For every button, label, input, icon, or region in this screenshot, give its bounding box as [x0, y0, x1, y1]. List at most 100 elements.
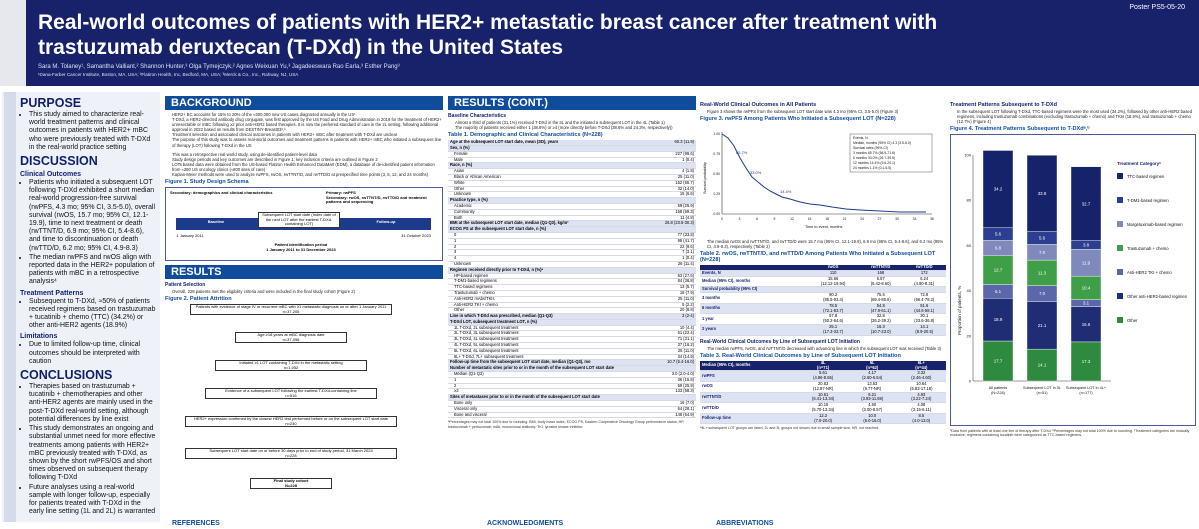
table-1-value: 3 (2-4) [655, 313, 696, 320]
bar-value-label: 10.4 [1082, 286, 1091, 291]
figure-1-title: Figure 1. Study Design Schema [165, 179, 249, 186]
chart-bars: 17.7 18.9 6.1 12.7 6.8 5.6 34.2 14.1 21.1 7.0 11.3… [982, 150, 1102, 382]
t2-row: 6 months 78.5 (72.1-83.7) 54.8 (47.9-61.1)… [700, 303, 946, 315]
table-1-row: 2L T-DXd, 3L subsequent treatment 51 (22.… [448, 331, 696, 338]
attrition-step: Age ≥18 years at mBC diagnosis date n=37… [235, 332, 347, 344]
table-1-value: 10 (4.4) [655, 325, 696, 332]
table-1-label: Median (Q1-Q3) [448, 371, 656, 378]
km-legend-line: Median, months (95% CI) 4.3 (3.5-5.0) [853, 141, 911, 145]
table-1-label: Unknown [448, 192, 656, 199]
table-1-row: 6L+ T-DXd, 7L+ subsequent treatment 34 (1… [448, 354, 696, 361]
t2-cell [859, 286, 903, 294]
table-1-label: 2 [448, 244, 656, 251]
methods-item: Study design periods and key outcomes ar… [172, 157, 443, 162]
table-1-value [655, 319, 696, 326]
treatment-patterns-list: Subsequent to T-DXd, ≈50% of patients re… [20, 298, 156, 331]
legend-title: Treatment Categoryᶜ [1117, 161, 1161, 166]
table-1-label: Line in which T-DXd was prescribed, medi… [448, 313, 656, 320]
line-outcomes-item: The median rwPFS, rwOS, and rwTTNT/D dec… [707, 346, 946, 351]
references-heading: REFERENCES [172, 520, 220, 527]
table-1-row: Academic 59 (25.9) [448, 203, 696, 210]
t3-cell: Follow-up time [700, 413, 799, 425]
table-1-value: 227 (99.6) [655, 151, 696, 158]
km-legend-box [849, 133, 933, 173]
table-1-value: 20 (8.8) [655, 307, 696, 315]
table-1-label: 0 [448, 232, 656, 239]
t2-cell: 72.8 (66.4-78.2) [902, 292, 946, 304]
purpose-list: This study aimed to characterize real-wo… [20, 111, 156, 152]
methods-item: LOTs based data were obtained from the U… [172, 162, 443, 172]
t3-cell: 13.53 (9.77-NR) [847, 381, 897, 393]
table-1-value: 51 (22.4) [655, 331, 696, 338]
t2-header-row: rwOS rwTTNT/D rwTTD/D [700, 264, 946, 272]
line-outcomes-list: The median rwPFS, rwOS, and rwTTNT/D dec… [700, 346, 946, 351]
t2-cell: 168 [859, 270, 903, 277]
outcomes-item: The median rwOS and rwTTNT/D, and rwTTD/… [707, 239, 946, 249]
chart-y-tick: 60 [967, 243, 972, 248]
table-1-row: ≥3 133 (58.3) [448, 389, 696, 396]
table-1-value: 11 (4.8) [655, 215, 696, 222]
treatment-patterns-heading: Treatment Patterns [20, 289, 84, 297]
legend-label: Trastuzumab + chemo [1127, 246, 1169, 251]
bar-segment [982, 341, 1014, 382]
table-1-value [655, 365, 696, 373]
legend-label: Other [1127, 318, 1138, 323]
t2-row: 3 months 90.2 (85.5-93.4) 75.6 (69.4-80.6)… [700, 292, 946, 304]
bar-segment [1070, 306, 1102, 343]
table-1-row: Female 227 (99.6) [448, 151, 696, 158]
schema-end-date: 31 October 2023 [394, 234, 438, 239]
km-legend-line: 3 months 65.7% (58.9-71.6) [853, 151, 895, 155]
chart-y-tick: 100 [964, 153, 971, 158]
table-1-label: BMI at the subsequent LOT start date, me… [448, 221, 656, 228]
table-1-row: Anti-HER2 mAbs/TKIs 25 (11.0) [448, 296, 696, 303]
t2-cell: 30.1 (23.6-36.8) [902, 314, 946, 326]
table-1-row: Visceral only 64 (28.1) [448, 406, 696, 413]
table-1-value: 15 (6.6) [655, 192, 696, 199]
t2-cell [902, 286, 946, 294]
table-1-row: 0 77 (33.8) [448, 232, 696, 239]
table-1-row: Both 11 (4.8) [448, 215, 696, 222]
outcomes-item: Figure 3 shows the rwPFS from the subseq… [707, 109, 946, 114]
t3-header-cell: 6L+ (n=44) [896, 360, 946, 372]
table-1-row: Sites of metastases prior to or in the m… [448, 394, 696, 402]
table-1-row: HP-based regimen 63 (27.6) [448, 273, 696, 280]
table-1-label: White [448, 180, 656, 187]
t3-header-cell: Median (95% CI), months [700, 360, 799, 372]
km-curve [721, 133, 926, 213]
chart-category-label: Subsequent LOT in 3L [1023, 386, 1061, 390]
bar-value-label: 3.1 [1083, 301, 1090, 306]
table-1-row: 1 36 (15.8) [448, 377, 696, 384]
km-point-label: 65.7% [736, 150, 748, 155]
bar-value-label: 7.0 [1039, 250, 1046, 255]
schema-start-date: 1 January 2011 [170, 234, 210, 239]
table-1-value: 59 (25.9) [655, 383, 696, 390]
km-legend-line: 24 months 1.1% (0.1-5.5) [853, 166, 891, 170]
discussion-heading: DISCUSSION [20, 154, 98, 169]
table-1-row: Asian 4 (1.8) [448, 168, 696, 175]
table-1-value: 71 (31.1) [655, 336, 696, 344]
t2-header-cell: rwTTD/D [902, 264, 946, 272]
table-1-row: Bone only 16 (7.0) [448, 400, 696, 407]
poster-number: Poster PS5-05-20 [1129, 4, 1185, 11]
methods-item: Kaplan-Meier methods were used to analyz… [172, 172, 443, 177]
final-cohort: Final study cohort N=228 [250, 478, 332, 490]
t2-cell: 172 [902, 270, 946, 277]
table-3: Median (95% CI), months 4L (n=71) 5L (n=62… [700, 360, 946, 425]
table-1-value: 60.3 (11.9) [655, 139, 696, 147]
table-1-label: ECOG PS at the subsequent LOT start date… [448, 226, 656, 233]
table-1-label: Anti-HER2 TKI + chemo [448, 302, 656, 309]
km-x-tick: 15 [808, 217, 812, 221]
table-1-value: 77 (33.8) [655, 232, 696, 239]
table-1-row: T-DXd LOT, subsequent treatment LOT, n (… [448, 319, 696, 326]
table-1-row: Age at the subsequent LOT start date, me… [448, 139, 696, 147]
clinical-item: The median rwPFS and rwOS align with rep… [29, 254, 156, 287]
table-2-title: Table 2. rwOS, rwTTNT/D, and rwTTD/D Amo… [700, 251, 936, 264]
table-1-value: 4 (1.8) [655, 168, 696, 175]
clinical-outcomes-heading: Clinical Outcomes [20, 171, 82, 179]
km-point-label: 14.4% [780, 189, 792, 194]
table-1-row: Practice type, n (%) [448, 197, 696, 204]
table-1-row: ECOG PS at the subsequent LOT start date… [448, 226, 696, 233]
km-y-tick: 0.00 [713, 212, 720, 216]
figure-2-title: Figure 2. Patient Attrition [165, 296, 232, 303]
